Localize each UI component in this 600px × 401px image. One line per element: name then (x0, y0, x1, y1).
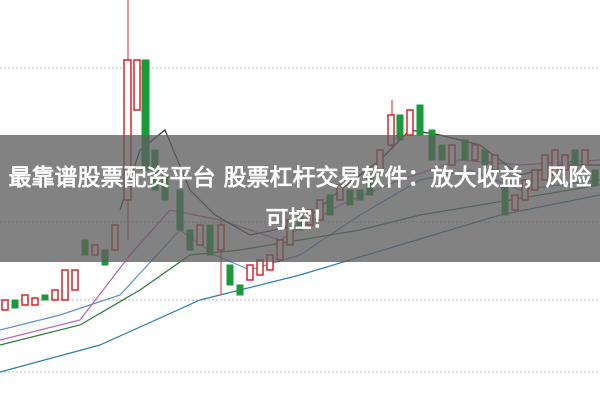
banner: 最靠谱股票配资平台 股票杠杆交易软件：放大收益，风险可控！ (0, 135, 600, 262)
banner-text: 最靠谱股票配资平台 股票杠杆交易软件：放大收益，风险可控！ (8, 164, 592, 233)
